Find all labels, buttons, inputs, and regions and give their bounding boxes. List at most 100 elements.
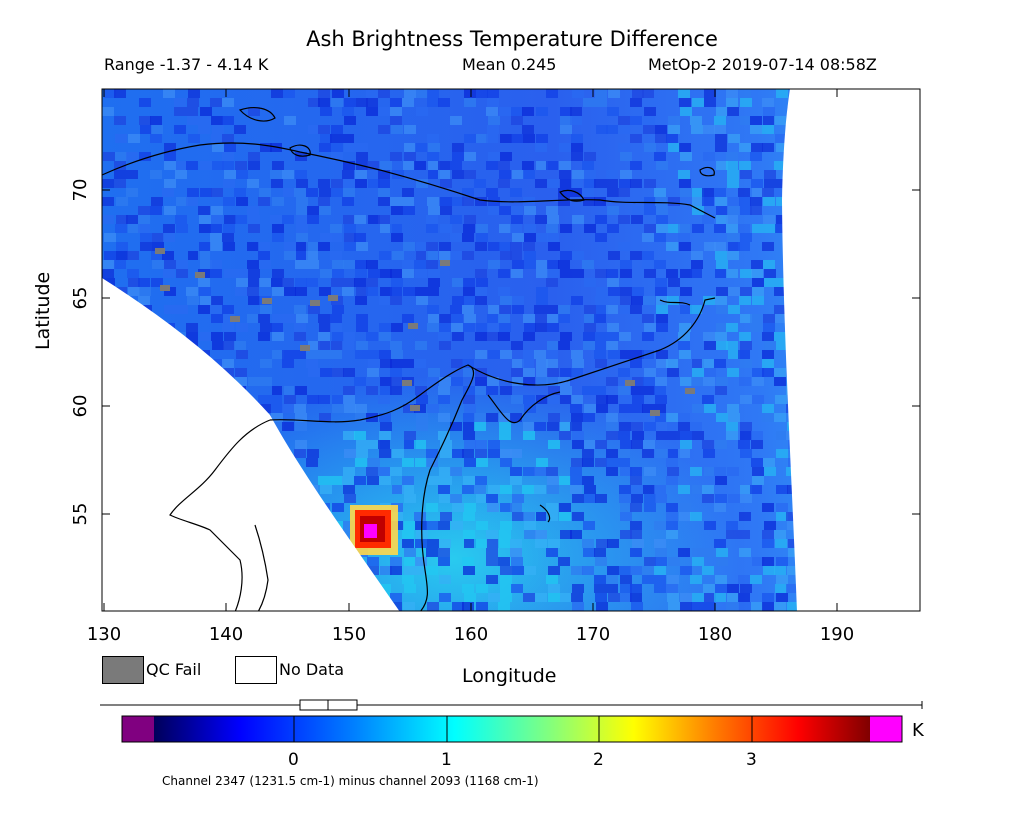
heatmap-cell <box>210 269 222 278</box>
heatmap-cell <box>452 278 464 287</box>
heatmap-cell <box>404 521 416 530</box>
heatmap-cell <box>236 170 248 179</box>
heatmap-cell <box>343 260 355 269</box>
heatmap-cell <box>138 224 150 233</box>
heatmap-cell <box>486 557 498 566</box>
heatmap-cell <box>763 323 775 332</box>
heatmap-cell <box>523 512 535 521</box>
heatmap-cell <box>343 161 355 170</box>
heatmap-cell <box>642 566 654 575</box>
heatmap-cell <box>740 206 752 215</box>
heatmap-cell <box>763 215 775 224</box>
heatmap-cell <box>463 278 475 287</box>
heatmap-cell <box>595 341 607 350</box>
heatmap-cell <box>716 305 728 314</box>
heatmap-cell <box>332 269 344 278</box>
heatmap-cell <box>512 359 524 368</box>
heatmap-cell <box>379 251 391 260</box>
heatmap-cell <box>692 431 704 440</box>
heatmap-cell <box>175 170 187 179</box>
heatmap-cell <box>535 314 547 323</box>
heatmap-cell <box>763 260 775 269</box>
heatmap-cell <box>776 557 788 566</box>
heatmap-cell <box>606 449 618 458</box>
heatmap-cell <box>727 584 739 593</box>
heatmap-cell <box>630 548 642 557</box>
heatmap-cell <box>534 350 546 359</box>
heatmap-cell <box>127 269 139 278</box>
heatmap-cell <box>546 278 558 287</box>
heatmap-cell <box>547 233 559 242</box>
heatmap-cell <box>704 521 716 530</box>
heatmap-cell <box>272 332 284 341</box>
heatmap-cell <box>726 530 738 539</box>
heatmap-cell <box>198 125 210 134</box>
heatmap-cell <box>631 602 643 611</box>
heatmap-cell <box>666 458 678 467</box>
heatmap-cell <box>774 161 786 170</box>
heatmap-cell <box>295 440 307 449</box>
heatmap-cell <box>380 377 392 386</box>
heatmap-cell <box>656 323 668 332</box>
heatmap-cell <box>644 197 656 206</box>
heatmap-cell <box>284 116 296 125</box>
heatmap-cell <box>475 197 487 206</box>
heatmap-cell <box>582 161 594 170</box>
heatmap-cell <box>631 404 643 413</box>
heatmap-cell <box>582 476 594 485</box>
heatmap-cell <box>404 89 416 98</box>
heatmap-cell <box>728 350 740 359</box>
colorbar-high-clip <box>870 716 902 742</box>
heatmap-cell <box>343 332 355 341</box>
heatmap-cell <box>222 134 234 143</box>
heatmap-cell <box>427 323 439 332</box>
heatmap-cell <box>762 368 774 377</box>
heatmap-cell <box>738 188 750 197</box>
heatmap-cell <box>211 116 223 125</box>
heatmap-cell <box>618 143 630 152</box>
heatmap-cell <box>668 557 680 566</box>
heatmap-cell <box>319 188 331 197</box>
heatmap-cell <box>402 269 414 278</box>
heatmap-cell <box>547 215 559 224</box>
heatmap-cell <box>775 539 787 548</box>
heatmap-cell <box>404 440 416 449</box>
heatmap-cell <box>620 170 632 179</box>
heatmap-cell <box>510 548 522 557</box>
heatmap-cell <box>318 197 330 206</box>
heatmap-cell <box>654 584 666 593</box>
heatmap-cell <box>476 233 488 242</box>
heatmap-cell <box>306 359 318 368</box>
heatmap-cell <box>666 413 678 422</box>
heatmap-cell <box>319 287 331 296</box>
heatmap-cell <box>367 476 379 485</box>
heatmap-cell <box>308 341 320 350</box>
heatmap-cell <box>547 341 559 350</box>
heatmap-cell <box>426 503 438 512</box>
heatmap-cell <box>690 422 702 431</box>
heatmap-cell <box>438 413 450 422</box>
heatmap-cell <box>595 269 607 278</box>
heatmap-cell <box>751 440 763 449</box>
heatmap-cell <box>390 386 402 395</box>
heatmap-cell <box>702 485 714 494</box>
heatmap-cell <box>775 314 787 323</box>
ash-hotspot <box>350 505 398 555</box>
heatmap-cell <box>558 341 570 350</box>
heatmap-cell <box>643 386 655 395</box>
heatmap-cell <box>427 377 439 386</box>
heatmap-cell <box>486 161 498 170</box>
heatmap-cell <box>391 233 403 242</box>
heatmap-cell <box>378 170 390 179</box>
colorbar-tick-2: 2 <box>593 750 604 770</box>
heatmap-cell <box>126 188 138 197</box>
heatmap-cell <box>390 107 402 116</box>
heatmap-cell <box>294 404 306 413</box>
heatmap-cell <box>307 260 319 269</box>
heatmap-cell <box>258 395 270 404</box>
heatmap-cell <box>223 314 235 323</box>
heatmap-cell <box>740 395 752 404</box>
qc-fail-pixel <box>262 298 272 304</box>
heatmap-cell <box>630 584 642 593</box>
heatmap-cell <box>740 269 752 278</box>
